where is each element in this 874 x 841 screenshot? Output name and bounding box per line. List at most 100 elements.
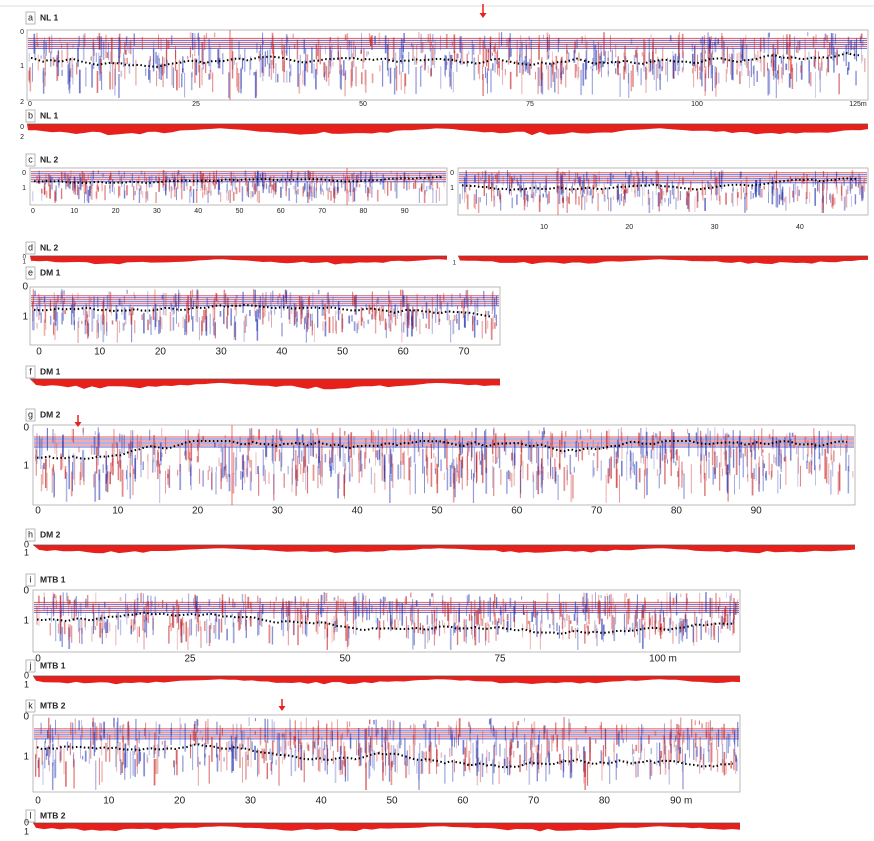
marker-arrow-head: [74, 422, 82, 427]
y-tick-label: 0: [23, 712, 29, 723]
x-tick-label: 100: [691, 101, 703, 108]
panel-letter-box: [25, 573, 36, 587]
x-tick-label: 0: [35, 796, 41, 807]
y-tick-label: 0: [24, 670, 29, 680]
panel-letter: g: [28, 409, 33, 419]
panel-title: DM 1: [40, 366, 61, 376]
panel-letter-box: [25, 699, 36, 713]
y-tick-label: 1: [23, 461, 29, 472]
x-tick-label: 100 m: [649, 654, 677, 665]
radargram: [32, 424, 856, 506]
x-tick-label: 50: [431, 506, 443, 517]
radargram: [457, 167, 869, 216]
x-tick-label: 40: [316, 796, 328, 807]
x-tick-label: 80: [599, 796, 611, 807]
panel-title: NL 1: [40, 12, 59, 22]
y-tick-label: 1: [453, 261, 457, 267]
x-tick-label: 30: [711, 224, 719, 231]
x-tick-label: 70: [591, 506, 603, 517]
radargram-frame: [32, 589, 741, 653]
y-tick-label: 2: [20, 134, 24, 141]
radargram-frame: [32, 714, 741, 793]
x-tick-label: 80: [360, 208, 368, 215]
y-tick-label: 1: [23, 752, 29, 763]
panel-letter-box: [25, 109, 36, 123]
marker-arrow-head: [479, 13, 487, 18]
x-tick-label: 90: [401, 208, 409, 215]
y-tick-label: 0: [23, 423, 29, 434]
panel-title: MTB 2: [40, 810, 66, 820]
x-tick-label: 30: [153, 208, 161, 215]
x-tick-label: 60: [398, 347, 410, 358]
radargram: [32, 714, 741, 793]
panel-letter: j: [29, 660, 32, 670]
x-tick-label: 10: [94, 347, 106, 358]
panel-title: NL 2: [40, 242, 59, 252]
x-tick-label: 10: [112, 506, 124, 517]
panel-letter: h: [28, 529, 33, 539]
x-tick-label: 70: [528, 796, 540, 807]
panel-title: MTB 2: [40, 700, 66, 710]
x-tick-label: 0: [31, 208, 35, 215]
x-tick-label: 70: [458, 347, 470, 358]
x-tick-label: 50: [337, 347, 349, 358]
x-tick-label: 0: [36, 347, 42, 358]
panel-title: DM 2: [40, 409, 61, 419]
panel-letter: f: [29, 366, 32, 376]
panel-letter-box: [25, 809, 36, 823]
panel-letter: e: [28, 267, 33, 277]
x-tick-label: 20: [625, 224, 633, 231]
panel-letter-box: [25, 11, 36, 25]
x-tick-label: 20: [155, 347, 167, 358]
panel-letter-box: [25, 408, 36, 422]
x-tick-label: 10: [540, 224, 548, 231]
y-tick-label: 0: [22, 282, 28, 293]
panel-title: DM 1: [40, 267, 61, 277]
panel-letter: k: [28, 700, 33, 710]
x-tick-label: 75: [494, 654, 506, 665]
y-tick-label: 0: [23, 255, 27, 261]
panel-letter: b: [28, 110, 33, 120]
panel-title: MTB 1: [40, 574, 66, 584]
panel-letter-box: [25, 266, 36, 280]
panel-letter-box: [25, 153, 36, 167]
panel-letter: l: [30, 810, 32, 820]
y-tick-label: 1: [22, 312, 28, 323]
x-tick-label: 25: [192, 101, 200, 108]
y-tick-label: 2: [20, 99, 24, 106]
thickness-profile: [458, 256, 868, 265]
y-tick-label: 0: [450, 170, 454, 177]
x-tick-label: 40: [194, 208, 202, 215]
x-tick-label: 50: [339, 654, 351, 665]
panel-letter-box: [25, 365, 36, 379]
y-tick-label: 1: [24, 547, 29, 557]
y-tick-label: 1: [23, 616, 29, 627]
radargram-frame: [457, 167, 869, 216]
x-tick-label: 60: [457, 796, 469, 807]
x-tick-label: 10: [103, 796, 115, 807]
panel-letter: c: [28, 154, 33, 164]
radargram-frame: [29, 286, 501, 346]
thickness-profile: [33, 676, 740, 685]
y-tick-label: 0: [22, 170, 26, 177]
y-tick-label: 1: [24, 826, 29, 836]
x-tick-label: 20: [192, 506, 204, 517]
x-tick-label: 0: [35, 506, 41, 517]
x-tick-label: 25: [184, 654, 196, 665]
x-tick-label: 75: [526, 101, 534, 108]
x-tick-label: 90 m: [670, 796, 692, 807]
x-tick-label: 125m: [849, 101, 867, 108]
x-tick-label: 20: [174, 796, 186, 807]
radargram: [32, 589, 741, 653]
thickness-profile: [33, 545, 855, 554]
interpretation-line: [33, 176, 443, 185]
panel-title: MTB 1: [40, 660, 66, 670]
panel-title: DM 2: [40, 529, 61, 539]
y-tick-label: 1: [23, 260, 27, 266]
x-tick-label: 30: [216, 347, 228, 358]
panel-title: NL 2: [40, 154, 59, 164]
thickness-profile: [30, 256, 447, 265]
interpretation-line: [33, 303, 491, 318]
y-tick-label: 1: [22, 185, 26, 192]
